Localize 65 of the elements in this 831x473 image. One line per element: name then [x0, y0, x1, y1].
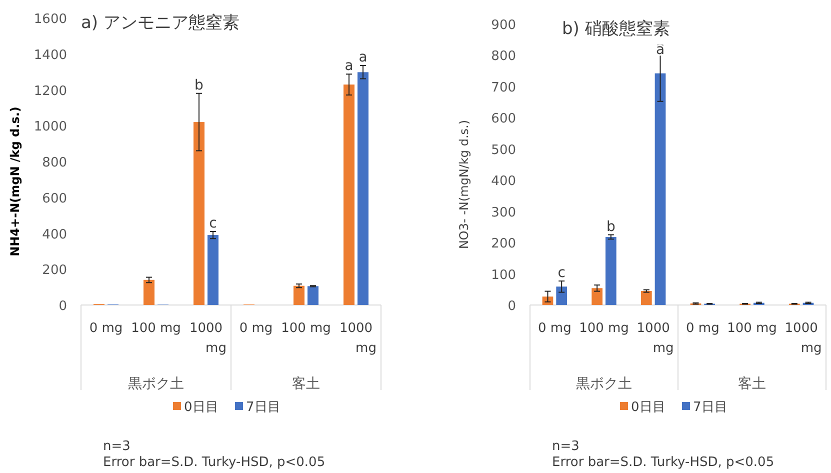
y-axis-title: NH4+-N(mgN /kg d.s.)	[8, 106, 22, 256]
data-label: a	[358, 50, 368, 66]
legend-label: 7日目	[246, 400, 280, 415]
x-tick-label: 0 mg	[538, 321, 572, 336]
text: n=3	[552, 439, 580, 454]
bar	[654, 73, 666, 305]
x-tick-label: 100 mg	[131, 321, 181, 336]
bar	[144, 280, 154, 305]
bar	[606, 236, 616, 305]
bar	[592, 288, 602, 305]
text: Error bar=S.D. Turky-HSD, p<0.05	[103, 455, 326, 470]
x-tick-label: 1000 mg	[636, 321, 674, 356]
y-tick-label: 200	[42, 263, 67, 278]
y-tick-label: 1400	[34, 48, 67, 63]
y-tick-label: 0	[58, 299, 67, 314]
chart-title: b) 硝酸態窒素	[562, 19, 670, 39]
y-tick-label: 400	[491, 174, 516, 190]
bar	[208, 235, 218, 305]
x-tick-label: 1000 mg	[189, 321, 226, 356]
bar	[556, 286, 568, 305]
text: n=3	[103, 439, 130, 454]
text: 黒ボク土	[128, 376, 184, 392]
y-tick-label: 0	[508, 299, 516, 314]
y-tick-label: 900	[491, 18, 516, 33]
text: Error bar=S.D. Turky-HSD, p<0.05	[552, 455, 774, 470]
data-label: c	[558, 264, 566, 281]
y-tick-label: 600	[491, 112, 516, 127]
bar	[194, 122, 204, 305]
bar	[308, 286, 318, 305]
chart-title: a) アンモニア態窒素	[81, 13, 240, 33]
text: 黒ボク土	[576, 376, 632, 392]
y-tick-label: 1200	[34, 84, 67, 99]
bar	[294, 286, 304, 305]
x-tick-label: 100 mg	[579, 321, 629, 336]
y-tick-label: 400	[42, 227, 67, 242]
text: 客土	[738, 376, 766, 392]
y-tick-label: 800	[491, 49, 516, 64]
x-tick-label: 100 mg	[281, 321, 331, 336]
x-tick-label: 0 mg	[686, 321, 720, 336]
data-label: a	[344, 58, 354, 74]
legend-label: 0日目	[631, 400, 666, 415]
data-label: c	[209, 215, 217, 232]
data-label: b	[194, 77, 204, 94]
bar	[344, 84, 354, 305]
x-tick-label: 0 mg	[239, 321, 273, 336]
y-tick-label: 1600	[34, 12, 67, 27]
text: 客土	[292, 376, 320, 392]
y-tick-label: 100	[491, 268, 516, 283]
x-tick-label: 1000 mg	[339, 321, 376, 356]
y-tick-label: 1000	[34, 120, 67, 135]
y-tick-label: 200	[491, 236, 516, 252]
data-label: b	[606, 218, 616, 235]
legend-label: 0日目	[184, 400, 218, 415]
x-tick-label: 0 mg	[89, 321, 123, 336]
y-tick-label: 600	[42, 191, 67, 206]
y-axis-title: NO3- -N(mgN/kg d.s.)	[457, 120, 471, 250]
y-tick-label: 700	[491, 80, 516, 96]
bar	[358, 72, 368, 305]
y-tick-label: 800	[42, 156, 67, 170]
legend-label: 7日目	[693, 400, 728, 415]
x-tick-label: 1000 mg	[784, 321, 822, 356]
bar	[640, 290, 652, 305]
y-tick-label: 500	[491, 142, 516, 158]
y-tick-label: 300	[491, 205, 516, 220]
x-tick-label: 100 mg	[727, 321, 777, 336]
